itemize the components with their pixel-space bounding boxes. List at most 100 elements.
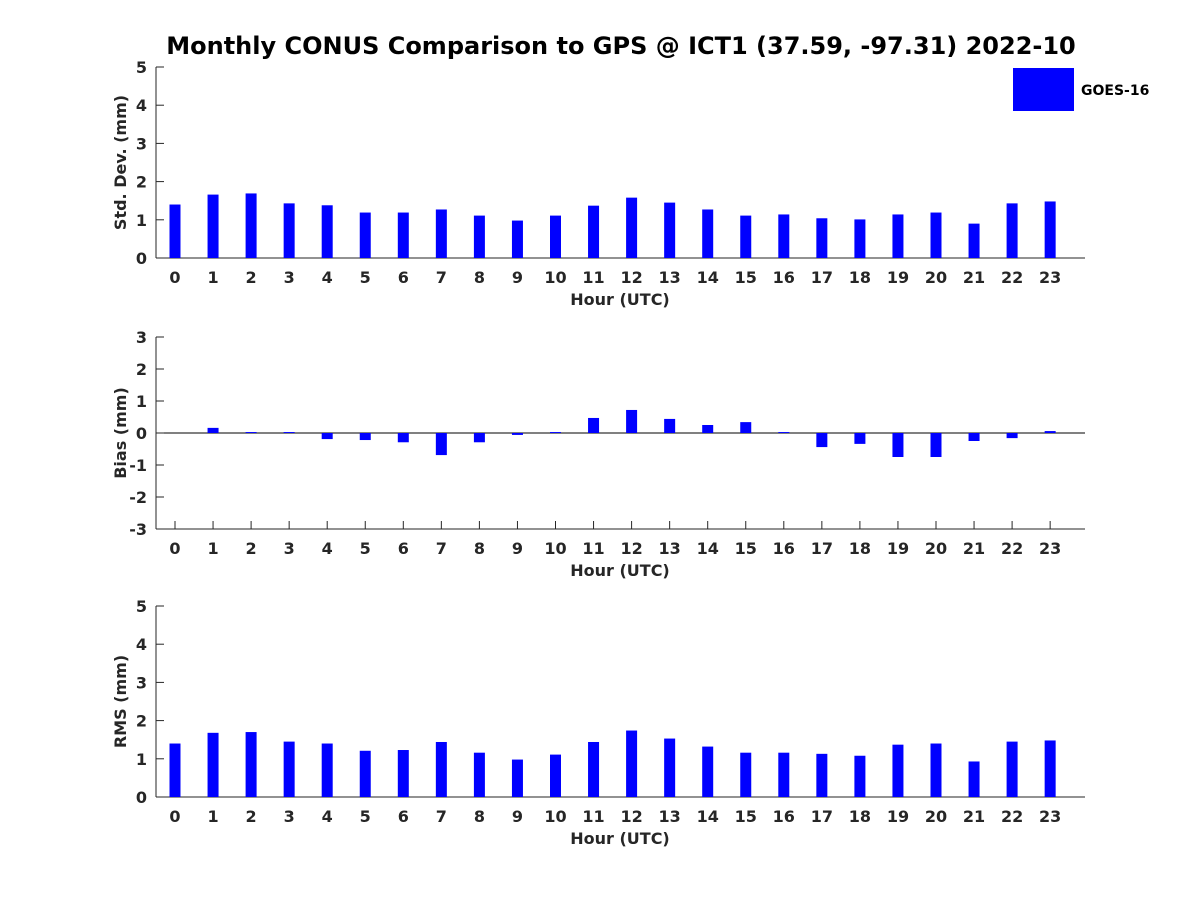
std-dev-y-tick-label: 3 — [136, 134, 147, 153]
std-dev-x-tick-label: 4 — [322, 268, 333, 287]
legend-swatch-goes-16 — [1013, 68, 1074, 111]
rms-x-tick-label: 11 — [582, 807, 604, 826]
rms-x-tick-label: 1 — [207, 807, 218, 826]
bias-bar-hour-11 — [588, 417, 600, 433]
bias-x-tick-label: 19 — [887, 539, 909, 558]
std-dev-x-tick-label: 0 — [169, 268, 180, 287]
std-dev-bar-hour-19 — [892, 214, 904, 258]
std-dev-x-tick-label: 3 — [284, 268, 295, 287]
bias-x-tick-label: 3 — [284, 539, 295, 558]
rms-x-tick-label: 8 — [474, 807, 485, 826]
std-dev-bar-hour-3 — [283, 203, 295, 258]
std-dev-x-tick-label: 20 — [925, 268, 947, 287]
bias-bar-hour-4 — [321, 433, 333, 440]
bias-bar-hour-5 — [359, 433, 371, 441]
std-dev-y-tick-label: 5 — [136, 58, 147, 77]
std-dev-x-tick-label: 5 — [360, 268, 371, 287]
bias-x-tick-label: 5 — [360, 539, 371, 558]
std-dev-bar-hour-11 — [588, 205, 600, 258]
rms-x-tick-label: 13 — [659, 807, 681, 826]
std-dev-bar-hour-21 — [968, 223, 980, 258]
rms-y-axis-label: RMS (mm) — [111, 655, 130, 748]
rms-x-tick-label: 23 — [1039, 807, 1061, 826]
bias-bar-hour-1 — [207, 427, 219, 433]
bias-bar-hour-8 — [473, 433, 485, 443]
bias-y-axis-label: Bias (mm) — [111, 387, 130, 479]
bias-x-tick-label: 20 — [925, 539, 947, 558]
rms-bar-hour-17 — [816, 753, 828, 797]
rms-bar-hour-2 — [245, 732, 257, 797]
bias-bar-hour-16 — [778, 432, 790, 433]
std-dev-bar-hour-10 — [550, 215, 561, 258]
bias-x-axis-label: Hour (UTC) — [570, 561, 670, 580]
std-dev-x-tick-label: 21 — [963, 268, 985, 287]
rms-bar-hour-1 — [207, 732, 219, 797]
bias-x-tick-label: 2 — [246, 539, 257, 558]
rms-x-tick-label: 5 — [360, 807, 371, 826]
rms-bar-hour-10 — [550, 754, 561, 797]
std-dev-bar-hour-17 — [816, 218, 828, 258]
std-dev-bar-hour-9 — [511, 220, 523, 258]
std-dev-bar-hour-23 — [1044, 201, 1056, 258]
bias-bar-hour-23 — [1044, 431, 1056, 433]
rms-bar-hour-4 — [321, 743, 333, 797]
bias-x-tick-label: 10 — [544, 539, 566, 558]
bias-x-tick-label: 14 — [697, 539, 719, 558]
std-dev-x-tick-label: 8 — [474, 268, 485, 287]
std-dev-x-tick-label: 22 — [1001, 268, 1023, 287]
std-dev-bar-hour-12 — [626, 197, 638, 258]
rms-x-tick-label: 2 — [246, 807, 257, 826]
rms-x-tick-label: 0 — [169, 807, 180, 826]
chart-title: Monthly CONUS Comparison to GPS @ ICT1 (… — [166, 32, 1076, 60]
std-dev-bar-hour-22 — [1006, 203, 1018, 258]
rms-y-tick-label: 1 — [136, 750, 147, 769]
rms-bar-hour-9 — [511, 759, 523, 797]
rms-bar-hour-12 — [626, 730, 638, 797]
bias-x-tick-label: 6 — [398, 539, 409, 558]
std-dev-bar-hour-2 — [245, 193, 257, 258]
std-dev-x-tick-label: 17 — [811, 268, 833, 287]
bias-bar-hour-13 — [664, 418, 676, 433]
std-dev-x-tick-label: 15 — [735, 268, 757, 287]
rms-x-tick-label: 10 — [544, 807, 566, 826]
rms-x-tick-label: 3 — [284, 807, 295, 826]
rms-bar-hour-3 — [283, 741, 295, 797]
rms-x-tick-label: 12 — [620, 807, 642, 826]
rms-bar-hour-15 — [740, 752, 752, 797]
bias-x-tick-label: 4 — [322, 539, 333, 558]
bias-bar-hour-22 — [1006, 433, 1018, 439]
bias-x-tick-label: 22 — [1001, 539, 1023, 558]
rms-x-tick-label: 16 — [773, 807, 795, 826]
rms-bar-hour-5 — [359, 750, 371, 797]
bias-bar-hour-10 — [550, 432, 561, 433]
bias-x-tick-label: 15 — [735, 539, 757, 558]
bias-bar-hour-6 — [397, 433, 409, 443]
rms-bar-hour-19 — [892, 744, 904, 797]
std-dev-x-tick-label: 13 — [659, 268, 681, 287]
rms-bar-hour-0 — [169, 743, 181, 797]
bias-x-tick-label: 8 — [474, 539, 485, 558]
std-dev-x-tick-label: 18 — [849, 268, 871, 287]
bias-y-tick-label: 1 — [136, 392, 147, 411]
rms-x-tick-label: 14 — [697, 807, 719, 826]
bias-x-tick-label: 0 — [169, 539, 180, 558]
bias-x-tick-label: 23 — [1039, 539, 1061, 558]
std-dev-bar-hour-6 — [397, 212, 409, 258]
std-dev-bar-hour-4 — [321, 205, 333, 258]
bias-y-tick-label: -2 — [129, 488, 147, 507]
std-dev-x-tick-label: 11 — [582, 268, 604, 287]
rms-y-tick-label: 5 — [136, 597, 147, 616]
bias-y-tick-label: 2 — [136, 360, 147, 379]
std-dev-bar-hour-20 — [930, 212, 942, 258]
bias-bar-hour-18 — [854, 433, 866, 444]
rms-y-tick-label: 0 — [136, 788, 147, 807]
bias-bar-hour-19 — [892, 433, 904, 457]
bias-x-tick-label: 7 — [436, 539, 447, 558]
std-dev-bar-hour-8 — [473, 215, 485, 258]
rms-x-tick-label: 15 — [735, 807, 757, 826]
std-dev-x-tick-label: 6 — [398, 268, 409, 287]
rms-x-axis-label: Hour (UTC) — [570, 829, 670, 848]
rms-bar-hour-20 — [930, 743, 942, 797]
bias-bar-hour-3 — [283, 432, 295, 433]
